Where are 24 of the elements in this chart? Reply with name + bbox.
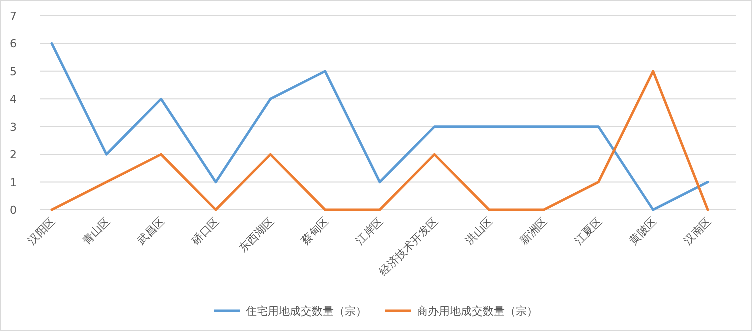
x-tick-label: 江岸区 <box>354 214 386 248</box>
x-tick-label: 洪山区 <box>462 214 496 248</box>
x-tick-label: 硚口区 <box>188 214 222 248</box>
legend-label: 商办用地成交数量（宗） <box>417 305 538 318</box>
x-tick-label: 黄陂区 <box>626 214 660 248</box>
y-tick-label: 2 <box>10 148 17 162</box>
line-series <box>50 42 710 212</box>
x-tick-label: 江夏区 <box>572 214 605 248</box>
y-tick-label: 4 <box>10 93 17 106</box>
y-tick-label: 0 <box>10 204 17 217</box>
x-tick-label: 新洲区 <box>518 214 550 248</box>
y-tick-label: 5 <box>10 65 17 78</box>
x-tick-label: 汉阳区 <box>26 214 58 248</box>
y-tick-label: 6 <box>10 38 17 51</box>
y-tick-label: 3 <box>10 120 17 134</box>
x-tick-label: 东西湖区 <box>236 214 277 256</box>
x-tick-label: 武昌区 <box>134 214 168 248</box>
line-series <box>50 70 710 212</box>
x-tick-label: 青山区 <box>80 214 113 248</box>
y-tick-label: 1 <box>10 176 17 190</box>
x-tick-label: 汉南区 <box>682 214 714 248</box>
y-tick-label: 7 <box>10 10 17 23</box>
x-tick-label: 蔡甸区 <box>298 214 332 248</box>
legend-label: 住宅用地成交数量（宗） <box>246 305 367 318</box>
